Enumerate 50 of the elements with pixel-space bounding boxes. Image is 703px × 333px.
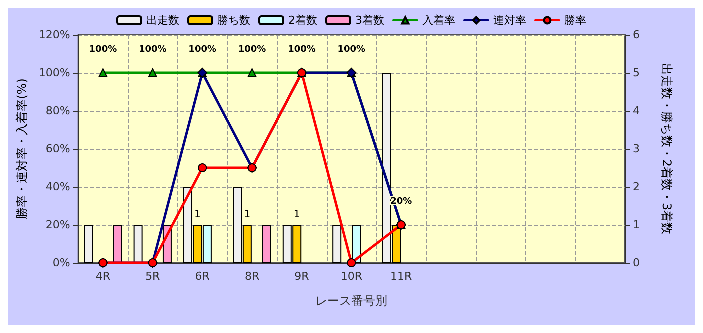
point (98, 68, 108, 78)
x-axis-title: レース番号別 (316, 294, 388, 308)
y2-tick-label: 3 (633, 142, 640, 156)
data-label: 100% (288, 45, 316, 55)
y2-axis-title: 出走数・勝ち数・2着数・3着数 (660, 63, 674, 235)
legend-label: 出走数 (146, 14, 180, 27)
data-label: 100% (188, 45, 216, 55)
point (198, 164, 208, 172)
point (347, 258, 356, 268)
y2-tick-label: 4 (633, 104, 640, 118)
data-label: 100% (89, 45, 118, 55)
data-label: 1 (194, 210, 201, 220)
x-tick-label: 4R (96, 270, 111, 283)
y-tick-label: 20% (46, 218, 70, 232)
x-tick-label: 8R (244, 270, 260, 283)
y2-tick-label: 1 (633, 218, 640, 232)
y-tick-label: 120% (38, 28, 70, 42)
legend-label: 3着数 (356, 14, 384, 27)
y2-tick-label: 5 (633, 66, 640, 80)
y-tick-label: 60% (46, 142, 70, 156)
y2-tick-label: 0 (633, 256, 640, 270)
y-tick-label: 80% (46, 104, 70, 118)
bar (134, 225, 143, 263)
x-tick-label: 10R (340, 270, 363, 283)
y2-tick-label: 2 (633, 180, 640, 194)
y-tick-label: 100% (38, 66, 70, 80)
y2-tick-label: 6 (633, 28, 640, 42)
bar (332, 225, 342, 263)
x-tick-label: 9R (294, 270, 310, 283)
y-axis-title: 勝率・連対率・入着率(%) (15, 78, 29, 220)
x-tick-label: 6R (195, 270, 210, 283)
data-label: 100% (238, 45, 266, 55)
x-tick-label: 5R (146, 270, 161, 283)
data-label: 100% (138, 45, 167, 55)
data-label: 100% (338, 45, 366, 55)
bar (84, 225, 94, 263)
data-label: 1 (294, 210, 300, 220)
y-tick-label: 40% (46, 180, 70, 194)
point (148, 68, 158, 78)
legend-label: 2着数 (288, 14, 318, 27)
bar (262, 225, 272, 263)
data-label: 1 (244, 210, 251, 220)
point (248, 68, 257, 78)
x-tick-label: 11R (390, 270, 413, 283)
y-tick-label: 0% (52, 256, 70, 270)
legend-label: 勝率 (564, 14, 586, 27)
legend-label: 勝ち数 (218, 14, 250, 27)
legend-label: 連対率 (494, 14, 526, 27)
bar (113, 225, 122, 263)
legend-label: 入着率 (422, 14, 456, 27)
